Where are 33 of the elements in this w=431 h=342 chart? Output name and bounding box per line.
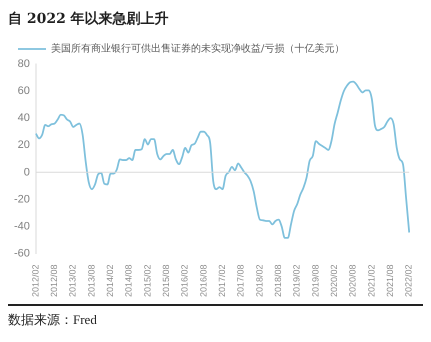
y-tick-label: 40	[18, 112, 30, 124]
source-note: 数据来源：Fred	[8, 311, 98, 329]
x-tick-label: 2021/08	[385, 264, 396, 298]
x-tick-label: 2016/08	[198, 264, 208, 298]
x-tick-label: 2012/08	[49, 264, 60, 298]
x-tick-label: 2018/02	[254, 264, 264, 298]
x-tick-label: 2021/02	[366, 264, 376, 298]
x-tick-label: 2017/08	[236, 264, 246, 298]
x-tick-label: 2014/02	[105, 264, 116, 298]
y-tick-label: -60	[14, 248, 30, 260]
legend-label: 美国所有商业银行可供出售证券的未实现净收益/亏损（十亿美元）	[51, 42, 344, 55]
y-tick-label: 80	[18, 58, 30, 70]
y-tick-label: -40	[14, 220, 30, 232]
x-tick-label: 2019/08	[310, 264, 320, 298]
x-tick-label: 2013/08	[86, 264, 96, 298]
x-tick-label: 2014/08	[124, 264, 134, 298]
x-tick-label: 2012/02	[30, 264, 40, 298]
x-tick-label: 2020/08	[348, 264, 358, 298]
x-tick-label: 2016/02	[180, 264, 190, 298]
y-tick-label: 60	[18, 85, 30, 98]
chart-title: 自 2022 年以来急剧上升	[8, 10, 170, 29]
x-tick-label: 2020/02	[329, 264, 340, 298]
x-tick-label: 2022/02	[404, 264, 414, 298]
y-tick-label: -20	[14, 193, 30, 206]
x-tick-label: 2019/02	[292, 264, 302, 298]
x-tick-label: 2015/08	[161, 264, 172, 298]
x-tick-label: 2015/02	[142, 264, 152, 298]
y-tick-label: 20	[18, 139, 30, 152]
y-tick-label: 0	[24, 166, 30, 178]
x-tick-label: 2018/08	[273, 264, 284, 298]
x-tick-label: 2013/02	[68, 264, 78, 298]
x-tick-label: 2017/02	[217, 264, 228, 298]
line-series	[35, 80, 410, 239]
